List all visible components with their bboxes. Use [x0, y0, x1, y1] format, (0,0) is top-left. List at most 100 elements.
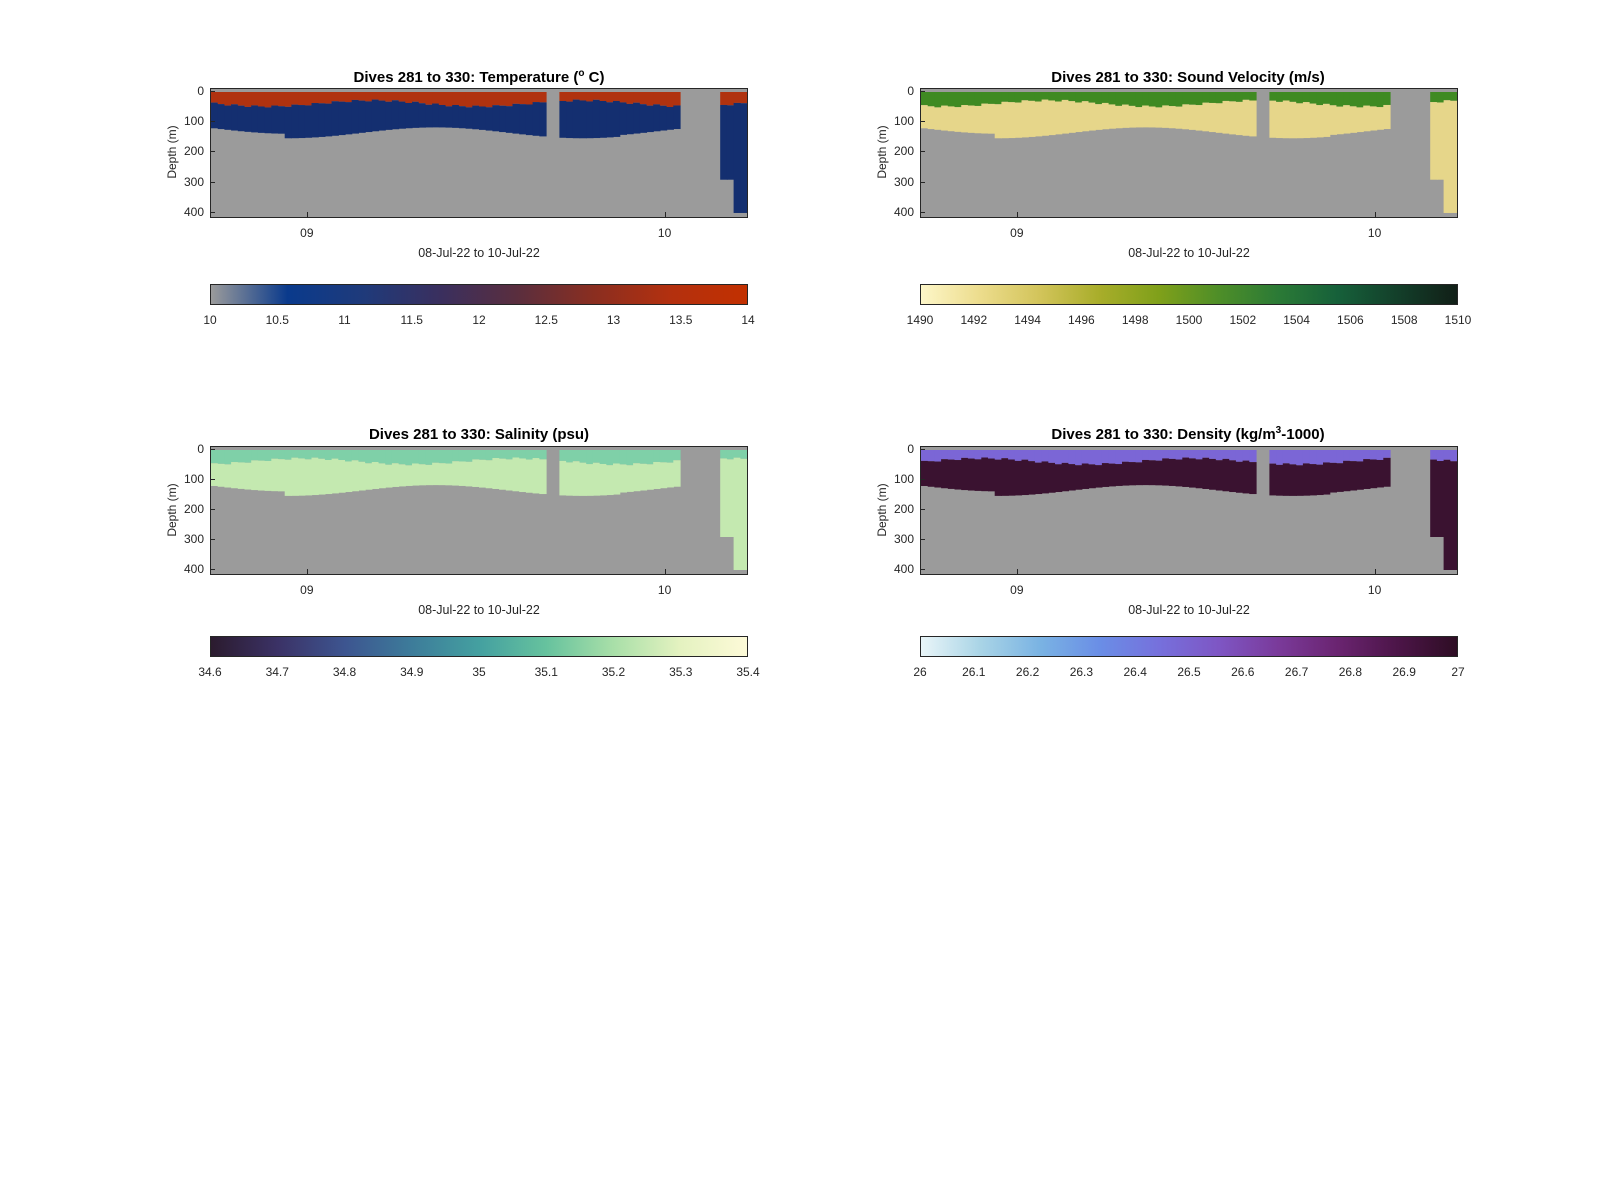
surface-cell — [988, 450, 996, 459]
deep-cell — [304, 105, 313, 138]
deep-cell — [1142, 459, 1150, 486]
x-tick-mark — [1374, 569, 1376, 574]
deep-cell — [432, 103, 440, 128]
surface-cell — [947, 450, 956, 460]
deep-cell — [391, 100, 400, 130]
y-tick-mark — [920, 211, 925, 213]
colorbar-tick-label: 35.1 — [534, 665, 558, 679]
surface-cell — [1242, 450, 1250, 461]
deep-cell — [539, 102, 547, 137]
surface-cell — [318, 450, 326, 459]
deep-cell — [1034, 101, 1043, 137]
deep-cell — [1175, 106, 1183, 129]
surface-cell — [1202, 450, 1210, 458]
deep-cell — [586, 101, 594, 139]
deep-cell — [606, 102, 614, 138]
surface-cell — [1122, 450, 1130, 462]
surface-cell — [659, 450, 668, 463]
surface-cell — [525, 450, 534, 460]
surface-cell — [525, 92, 534, 105]
deep-cell — [505, 106, 514, 133]
surface-cell — [1329, 92, 1337, 106]
deep-cell — [666, 462, 674, 488]
surface-cell — [934, 92, 942, 108]
surface-cell — [1309, 450, 1317, 465]
deep-cell — [1229, 101, 1237, 135]
surface-cell — [1128, 450, 1136, 463]
x-tick-mark — [306, 212, 308, 217]
surface-cell — [499, 92, 507, 106]
deep-cell — [284, 459, 292, 496]
deep-cell — [659, 462, 668, 489]
surface-cell — [1302, 92, 1311, 103]
surface-cell — [1048, 450, 1056, 463]
deep-cell — [579, 100, 587, 139]
deep-cell — [291, 104, 299, 139]
title-text: Dives 281 to 330: Sound Velocity (m/s) — [1051, 69, 1325, 86]
deep-cell — [1021, 459, 1029, 496]
deep-cell — [566, 101, 574, 139]
y-tick-label: 300 — [893, 174, 914, 189]
deep-cell — [1182, 104, 1190, 130]
surface-cell — [298, 450, 306, 459]
colorbar-tick-label: 27 — [1451, 665, 1465, 679]
surface-cell — [1088, 450, 1096, 465]
deep-cell — [324, 459, 333, 495]
surface-cell — [954, 92, 962, 108]
deep-cell — [525, 459, 534, 493]
deep-cell — [492, 105, 500, 132]
deep-cell — [271, 458, 279, 492]
title-text: Dives 281 to 330: Density (kg/m — [1051, 426, 1276, 443]
surface-cell — [519, 92, 527, 105]
deep-cell — [412, 463, 420, 486]
deep-cell — [371, 461, 380, 489]
deep-cell — [445, 463, 453, 486]
deep-cell — [592, 462, 601, 496]
surface-cell — [1249, 92, 1257, 101]
surface-cell — [224, 92, 232, 106]
deep-cell — [1363, 105, 1371, 132]
surface-cell — [351, 92, 359, 100]
surface-cell — [1222, 92, 1230, 101]
deep-cell — [1095, 104, 1103, 130]
deep-cell — [211, 463, 219, 486]
deep-cell — [318, 458, 326, 495]
colorbar-tick-label: 10 — [203, 313, 217, 327]
surface-cell — [1209, 450, 1217, 459]
surface-cell — [311, 92, 319, 104]
heatmap-section — [211, 92, 747, 213]
colorbar-tick-label: 1510 — [1444, 313, 1472, 327]
surface-cell — [1155, 450, 1163, 461]
deep-cell — [1276, 464, 1284, 496]
deep-cell — [1235, 461, 1244, 493]
deep-cell — [539, 459, 547, 495]
colorbar-tick-label: 35.3 — [669, 665, 693, 679]
y-tick-label: 200 — [893, 502, 914, 516]
deep-cell — [934, 107, 942, 130]
colorbar-tick-label: 26.8 — [1338, 665, 1363, 679]
colorbar-tick-label: 34.7 — [265, 665, 289, 679]
colorbar-tick-label: 1508 — [1390, 313, 1418, 327]
surface-cell — [566, 450, 574, 463]
title-suffix: C) — [584, 69, 605, 86]
surface-cell — [304, 450, 313, 460]
surface-cell — [224, 450, 232, 465]
deep-cell — [1014, 460, 1023, 496]
deep-cell — [1336, 463, 1344, 492]
deep-cell — [237, 462, 246, 489]
deep-cell — [1168, 458, 1177, 486]
surface-cell — [351, 450, 359, 461]
surface-cell — [438, 92, 447, 105]
surface-cell — [646, 450, 654, 465]
surface-cell — [291, 450, 299, 458]
deep-cell — [1316, 105, 1324, 138]
surface-cell — [458, 450, 467, 462]
surface-cell — [941, 450, 949, 460]
surface-cell — [653, 450, 661, 462]
deep-cell — [365, 101, 373, 133]
deep-cell — [391, 463, 400, 487]
surface-cell — [1349, 92, 1358, 107]
surface-cell — [1088, 92, 1096, 103]
surface-cell — [432, 450, 440, 463]
deep-cell — [1329, 462, 1337, 493]
